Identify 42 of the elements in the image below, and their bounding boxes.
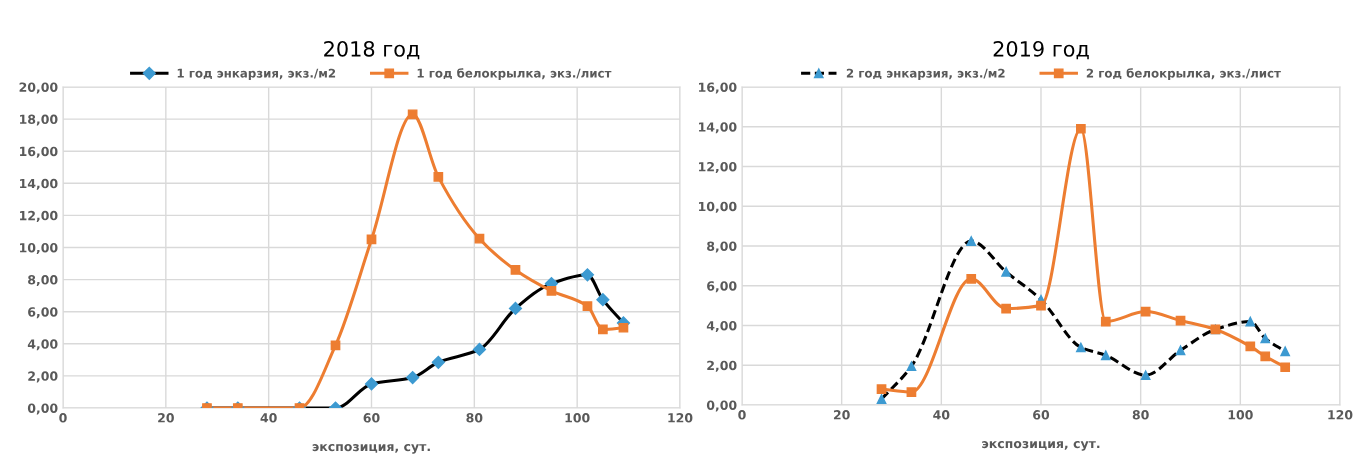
- x-tick-label: 20: [158, 413, 174, 423]
- y-tick-label: 14,00: [699, 122, 737, 134]
- y-tick-label: 10,00: [20, 242, 58, 255]
- x-tick-label: 120: [1328, 410, 1353, 420]
- y-tick-label: 4,00: [706, 320, 737, 333]
- legend-label: 2 год энкарзия, экз./м2: [846, 68, 1005, 80]
- legend-label: 2 год белокрылка, экз./лист: [1086, 68, 1281, 80]
- y-tick-label: 0,00: [27, 403, 58, 415]
- x-tick-label: 40: [260, 413, 277, 423]
- legend-label: 1 год энкарзия, экз./м2: [177, 68, 336, 80]
- y-tick-label: 6,00: [28, 307, 58, 319]
- y-tick-label: 14,00: [20, 178, 58, 190]
- chart-title: 2018 год: [324, 40, 420, 60]
- y-tick-label: 12,00: [20, 210, 58, 222]
- x-tick-label: 40: [933, 410, 950, 420]
- x-tick-label: 0: [59, 413, 67, 423]
- x-axis-title: экспозиция, сут.: [982, 441, 1100, 451]
- y-tick-label: 16,00: [699, 82, 737, 94]
- x-axis-title: экспозиция, сут.: [312, 444, 430, 454]
- y-tick-label: 2,00: [707, 360, 737, 372]
- y-tick-label: 18,00: [20, 114, 58, 126]
- y-tick-label: 8,00: [707, 241, 737, 253]
- y-tick-label: 6,00: [707, 281, 737, 293]
- x-tick-label: 60: [1033, 410, 1050, 420]
- x-tick-label: 80: [1132, 410, 1149, 420]
- legend-label: 1 год белокрылка, экз./лист: [417, 68, 612, 80]
- x-tick-label: 80: [466, 413, 483, 423]
- y-tick-label: 4,00: [27, 339, 58, 351]
- x-tick-label: 100: [565, 413, 590, 423]
- y-tick-label: 20,00: [19, 82, 58, 94]
- y-tick-label: 10,00: [699, 201, 737, 213]
- y-tick-label: 2,00: [28, 371, 58, 383]
- y-tick-label: 16,00: [20, 146, 58, 158]
- x-tick-label: 20: [833, 410, 850, 420]
- y-tick-label: 8,00: [28, 275, 58, 287]
- x-tick-label: 100: [1228, 410, 1253, 420]
- x-tick-label: 60: [363, 413, 380, 423]
- x-tick-label: 0: [738, 410, 746, 420]
- y-tick-label: 12,00: [699, 161, 737, 174]
- x-tick-label: 120: [668, 413, 693, 423]
- y-tick-label: 0,00: [706, 400, 737, 412]
- chart-title: 2019 год: [993, 40, 1089, 60]
